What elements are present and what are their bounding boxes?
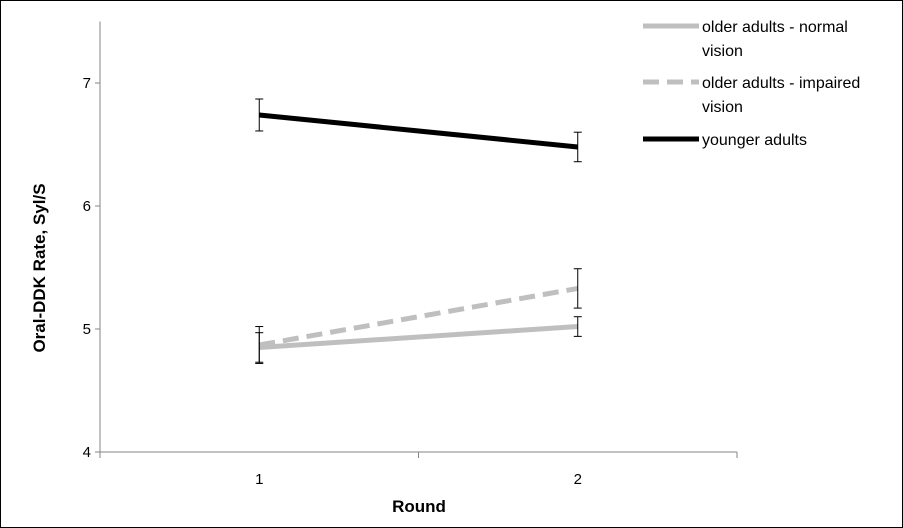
legend-label-1: older adults - normal xyxy=(702,19,848,36)
y-tick-label: 5 xyxy=(83,321,91,338)
plot-area: 4 5 6 7 1 2 xyxy=(83,21,738,488)
series-line-2 xyxy=(258,285,579,348)
y-tick-label: 7 xyxy=(83,75,91,92)
legend-label-2: vision xyxy=(702,99,743,116)
legend-label-1: vision xyxy=(702,43,743,60)
y-tick-label: 4 xyxy=(83,444,91,461)
legend-label-2: older adults - impaired xyxy=(702,75,860,92)
y-axis-title: Oral-DDK Rate, Syl/S xyxy=(30,183,49,352)
legend: older adults - normal vision older adults … xyxy=(643,19,860,149)
x-tick-label: 1 xyxy=(255,471,263,488)
series-line-1 xyxy=(259,324,578,350)
legend-label-3: younger adults xyxy=(702,132,807,149)
series-line-3 xyxy=(259,112,578,150)
x-axis-title: Round xyxy=(392,497,446,516)
y-tick-label: 6 xyxy=(83,198,91,215)
x-tick-label: 2 xyxy=(574,471,582,488)
